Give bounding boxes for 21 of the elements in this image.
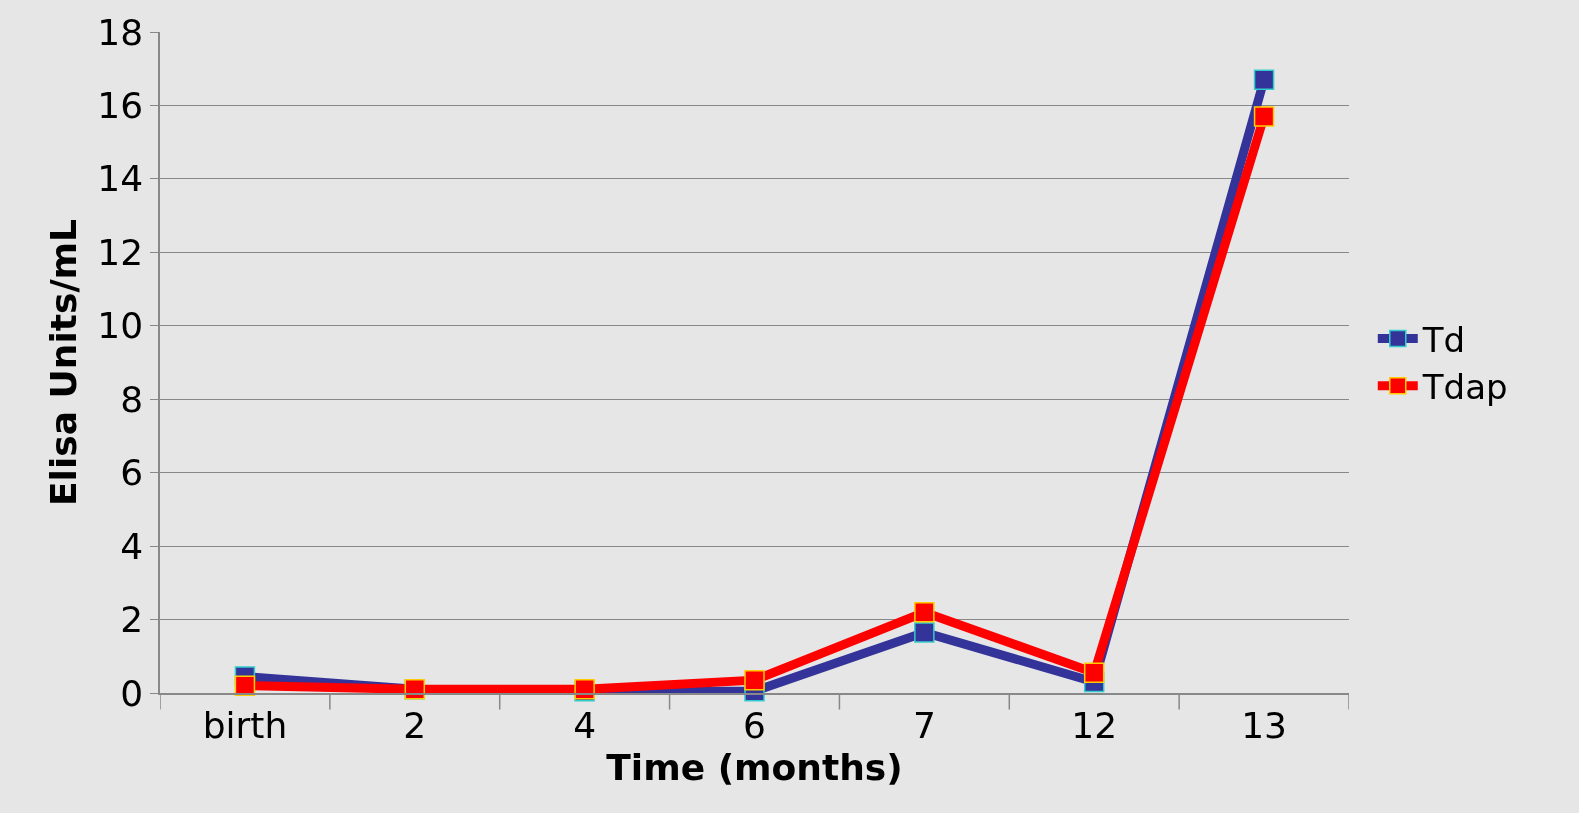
y-tick-label: 8 bbox=[120, 378, 144, 420]
y-tick-label: 2 bbox=[120, 599, 144, 641]
x-tick-label: 13 bbox=[1241, 704, 1287, 746]
y-tick-label: 10 bbox=[97, 305, 144, 347]
x-axis-title: Time (months) bbox=[606, 747, 903, 789]
x-tick-label: 6 bbox=[743, 704, 766, 746]
x-tick-label: 7 bbox=[912, 704, 936, 746]
y-tick-label: 4 bbox=[120, 525, 144, 567]
x-tick-label: 12 bbox=[1071, 704, 1118, 746]
legend-label: Tdap bbox=[1421, 367, 1508, 408]
y-tick-label: 6 bbox=[120, 452, 144, 494]
y-tick-label: 0 bbox=[120, 672, 144, 714]
x-tick-label: 4 bbox=[573, 704, 597, 746]
legend-label: Td bbox=[1421, 319, 1466, 360]
y-axis-title: Elisa Units/mL bbox=[42, 219, 84, 506]
y-tick-label: 16 bbox=[97, 85, 144, 127]
y-tick-label: 14 bbox=[97, 158, 144, 200]
y-tick-label: 12 bbox=[97, 231, 144, 273]
x-tick-label: birth bbox=[202, 704, 288, 746]
y-tick-label: 18 bbox=[97, 11, 144, 53]
x-tick-label: 2 bbox=[403, 704, 427, 746]
